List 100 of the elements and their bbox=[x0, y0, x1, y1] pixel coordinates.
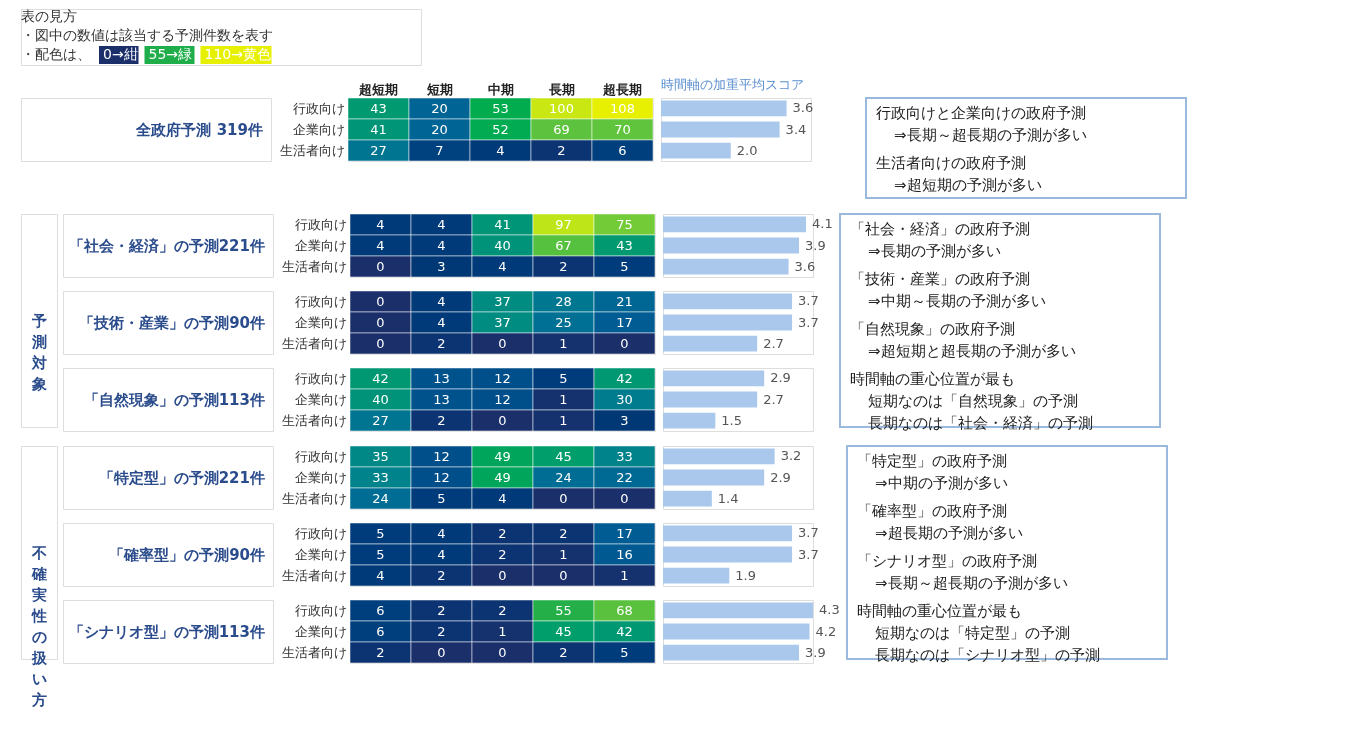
text: 「特定型」の政府予測 bbox=[857, 452, 1007, 470]
text: 長期なのは「シナリオ型」の予測 bbox=[875, 646, 1100, 664]
y-tick-label: 行政向け bbox=[292, 100, 345, 116]
text: ⇒超短期の予測が多い bbox=[894, 176, 1042, 194]
data-label: 24 bbox=[555, 469, 572, 485]
data-label: 27 bbox=[370, 142, 387, 158]
data-label: 2 bbox=[559, 258, 568, 274]
data-label: 5 bbox=[376, 546, 385, 562]
data-label: 3 bbox=[437, 258, 446, 274]
text: 「シナリオ型」の予測113件 bbox=[68, 622, 265, 641]
data-label: 2 bbox=[437, 335, 446, 351]
x-tick-label: 中期 bbox=[487, 81, 514, 97]
data-label: 4 bbox=[437, 293, 446, 309]
text: ・図中の数値は該当する予測件数を表す bbox=[21, 27, 273, 43]
data-label: 2 bbox=[559, 525, 568, 541]
data-label: 5 bbox=[376, 525, 385, 541]
text: 「自然現象」の予測113件 bbox=[83, 390, 265, 409]
text: ・配色は、 bbox=[21, 46, 91, 62]
data-label: 42 bbox=[616, 623, 633, 639]
text: 時間軸の重心位置が最も bbox=[850, 370, 1015, 388]
text: 「社会・経済」の予測221件 bbox=[68, 236, 265, 255]
x-tick-label: 短期 bbox=[425, 81, 453, 97]
data-label: 2 bbox=[498, 546, 507, 562]
text: 「シナリオ型」の政府予測 bbox=[857, 552, 1037, 570]
data-label: 20 bbox=[431, 100, 448, 116]
data-label: 4 bbox=[437, 525, 446, 541]
text: ⇒長期の予測が多い bbox=[868, 242, 1001, 260]
y-tick-label: 生活者向け bbox=[281, 644, 347, 660]
y-tick-label: 企業向け bbox=[294, 623, 347, 639]
data-label: 22 bbox=[616, 469, 633, 485]
y-tick-label: 行政向け bbox=[294, 293, 347, 309]
text: 時間軸の重心位置が最も bbox=[857, 602, 1022, 620]
data-label: 3 bbox=[620, 412, 629, 428]
data-label: 37 bbox=[494, 314, 511, 330]
data-label: 2 bbox=[437, 602, 446, 618]
data-label: 43 bbox=[616, 237, 633, 253]
text: 全政府予測 319件 bbox=[135, 120, 263, 139]
data-label: 5 bbox=[559, 370, 568, 386]
y-tick-label: 企業向け bbox=[294, 314, 347, 330]
data-label: 49 bbox=[494, 448, 511, 464]
y-tick-label: 生活者向け bbox=[281, 567, 347, 583]
data-label: 0 bbox=[498, 412, 507, 428]
data-label: 45 bbox=[555, 448, 572, 464]
data-label: 17 bbox=[616, 314, 633, 330]
text: 0→紺 bbox=[103, 46, 138, 62]
data-label: 45 bbox=[555, 623, 572, 639]
data-label: 3.4 bbox=[785, 121, 807, 137]
data-label: 6 bbox=[376, 602, 385, 618]
data-label: 70 bbox=[614, 121, 631, 137]
text: 予測対象 bbox=[30, 311, 47, 393]
y-tick-label: 行政向け bbox=[294, 525, 347, 541]
data-label: 2.9 bbox=[770, 469, 791, 485]
data-label: 0 bbox=[620, 490, 629, 506]
data-label: 0 bbox=[437, 644, 446, 660]
x-tick-label: 超長期 bbox=[602, 81, 642, 97]
data-label: 33 bbox=[616, 448, 633, 464]
data-label: 3.9 bbox=[805, 237, 826, 253]
text: ⇒中期～長期の予測が多い bbox=[868, 292, 1046, 310]
data-label: 2 bbox=[498, 525, 507, 541]
data-label: 21 bbox=[616, 293, 633, 309]
text: ⇒長期～超長期の予測が多い bbox=[894, 126, 1087, 144]
y-tick-label: 行政向け bbox=[294, 370, 347, 386]
data-label: 3.7 bbox=[798, 293, 819, 309]
data-label: 6 bbox=[618, 142, 627, 158]
text: ⇒超短期と超長期の予測が多い bbox=[868, 342, 1076, 360]
data-label: 49 bbox=[494, 469, 511, 485]
y-tick-label: 企業向け bbox=[294, 237, 347, 253]
data-label: 13 bbox=[433, 391, 450, 407]
text: 「確率型」の政府予測 bbox=[857, 502, 1007, 520]
y-tick-label: 企業向け bbox=[292, 121, 345, 137]
data-label: 16 bbox=[616, 546, 633, 562]
data-label: 5 bbox=[437, 490, 446, 506]
data-label: 2 bbox=[437, 567, 446, 583]
data-label: 2.0 bbox=[736, 142, 758, 158]
text: 「自然現象」の政府予測 bbox=[850, 320, 1015, 338]
data-label: 5 bbox=[620, 258, 629, 274]
data-label: 0 bbox=[498, 335, 507, 351]
data-label: 1.4 bbox=[717, 490, 739, 506]
y-tick-label: 行政向け bbox=[294, 448, 347, 464]
data-label: 24 bbox=[372, 490, 389, 506]
data-label: 0 bbox=[376, 293, 385, 309]
text: ⇒中期の予測が多い bbox=[875, 474, 1008, 492]
data-label: 4.3 bbox=[819, 602, 840, 618]
data-label: 2 bbox=[559, 644, 568, 660]
y-tick-label: 行政向け bbox=[294, 602, 347, 618]
data-label: 12 bbox=[494, 370, 511, 386]
x-tick-label: 長期 bbox=[547, 81, 575, 97]
data-label: 25 bbox=[555, 314, 572, 330]
data-label: 37 bbox=[494, 293, 511, 309]
data-label: 2 bbox=[498, 602, 507, 618]
data-label: 4.2 bbox=[815, 623, 837, 639]
text: 生活者向けの政府予測 bbox=[876, 154, 1026, 172]
text: 「技術・産業」の政府予測 bbox=[850, 270, 1030, 288]
data-label: 4 bbox=[376, 237, 385, 253]
data-label: 4 bbox=[437, 314, 446, 330]
data-label: 3.2 bbox=[780, 448, 802, 464]
data-label: 0 bbox=[498, 567, 507, 583]
data-label: 100 bbox=[549, 100, 574, 116]
data-label: 4 bbox=[437, 546, 446, 562]
data-label: 75 bbox=[616, 216, 633, 232]
